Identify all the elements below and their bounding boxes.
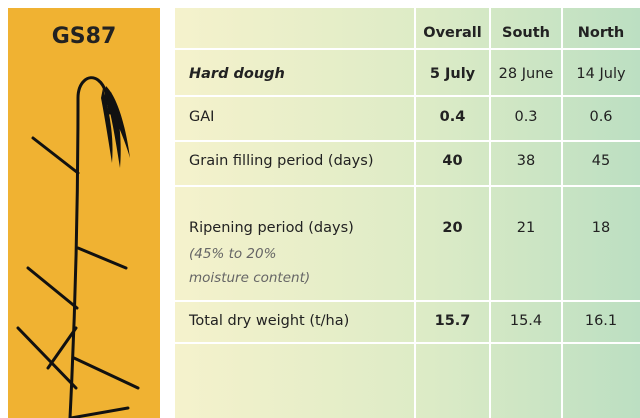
row-divider — [175, 300, 640, 302]
table-cell: 38 — [516, 153, 536, 169]
row-label: Hard dough — [189, 66, 285, 82]
column-header: Overall — [423, 25, 482, 41]
row-label: Total dry weight (t/ha) — [189, 313, 350, 329]
row-label: Ripening period (days) — [189, 220, 354, 236]
table-cell: 18 — [591, 220, 611, 236]
table-cell: 20 — [442, 220, 463, 236]
column-header: South — [502, 25, 550, 41]
table-cell: 0.4 — [439, 109, 466, 125]
row-note: (45% to 20% moisture content) — [189, 246, 311, 286]
data-table: Overall South North Hard dough 5 July 28 June… — [175, 8, 640, 418]
table-cell: 45 — [591, 153, 611, 169]
row-divider — [175, 140, 640, 142]
column-divider — [489, 8, 491, 418]
table-cell: 15.7 — [434, 313, 471, 329]
table-cell: 0.3 — [514, 109, 538, 125]
row-divider — [175, 342, 640, 344]
table-cell: 21 — [516, 220, 536, 236]
stage-title: GS87 — [51, 24, 117, 49]
table-cell: 40 — [442, 153, 463, 169]
column-header: North — [577, 25, 625, 41]
plant-illustration — [16, 76, 140, 418]
table-cell: 0.6 — [589, 109, 613, 125]
table-cell: 15.4 — [509, 313, 543, 329]
stage-panel: GS87 — [8, 8, 160, 418]
row-label: GAI — [189, 109, 215, 125]
row-divider — [175, 48, 640, 50]
table-cell: 5 July — [429, 66, 476, 82]
row-label: Grain filling period (days) — [189, 153, 374, 169]
row-divider — [175, 185, 640, 187]
table-cell: 16.1 — [584, 313, 618, 329]
table-cell: 14 July — [576, 66, 626, 82]
table-cell: 28 June — [498, 66, 554, 82]
column-divider — [414, 8, 416, 418]
row-divider — [175, 95, 640, 97]
column-divider — [561, 8, 563, 418]
